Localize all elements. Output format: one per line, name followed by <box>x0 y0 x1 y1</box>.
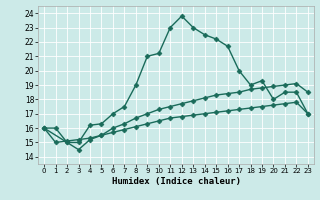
X-axis label: Humidex (Indice chaleur): Humidex (Indice chaleur) <box>111 177 241 186</box>
